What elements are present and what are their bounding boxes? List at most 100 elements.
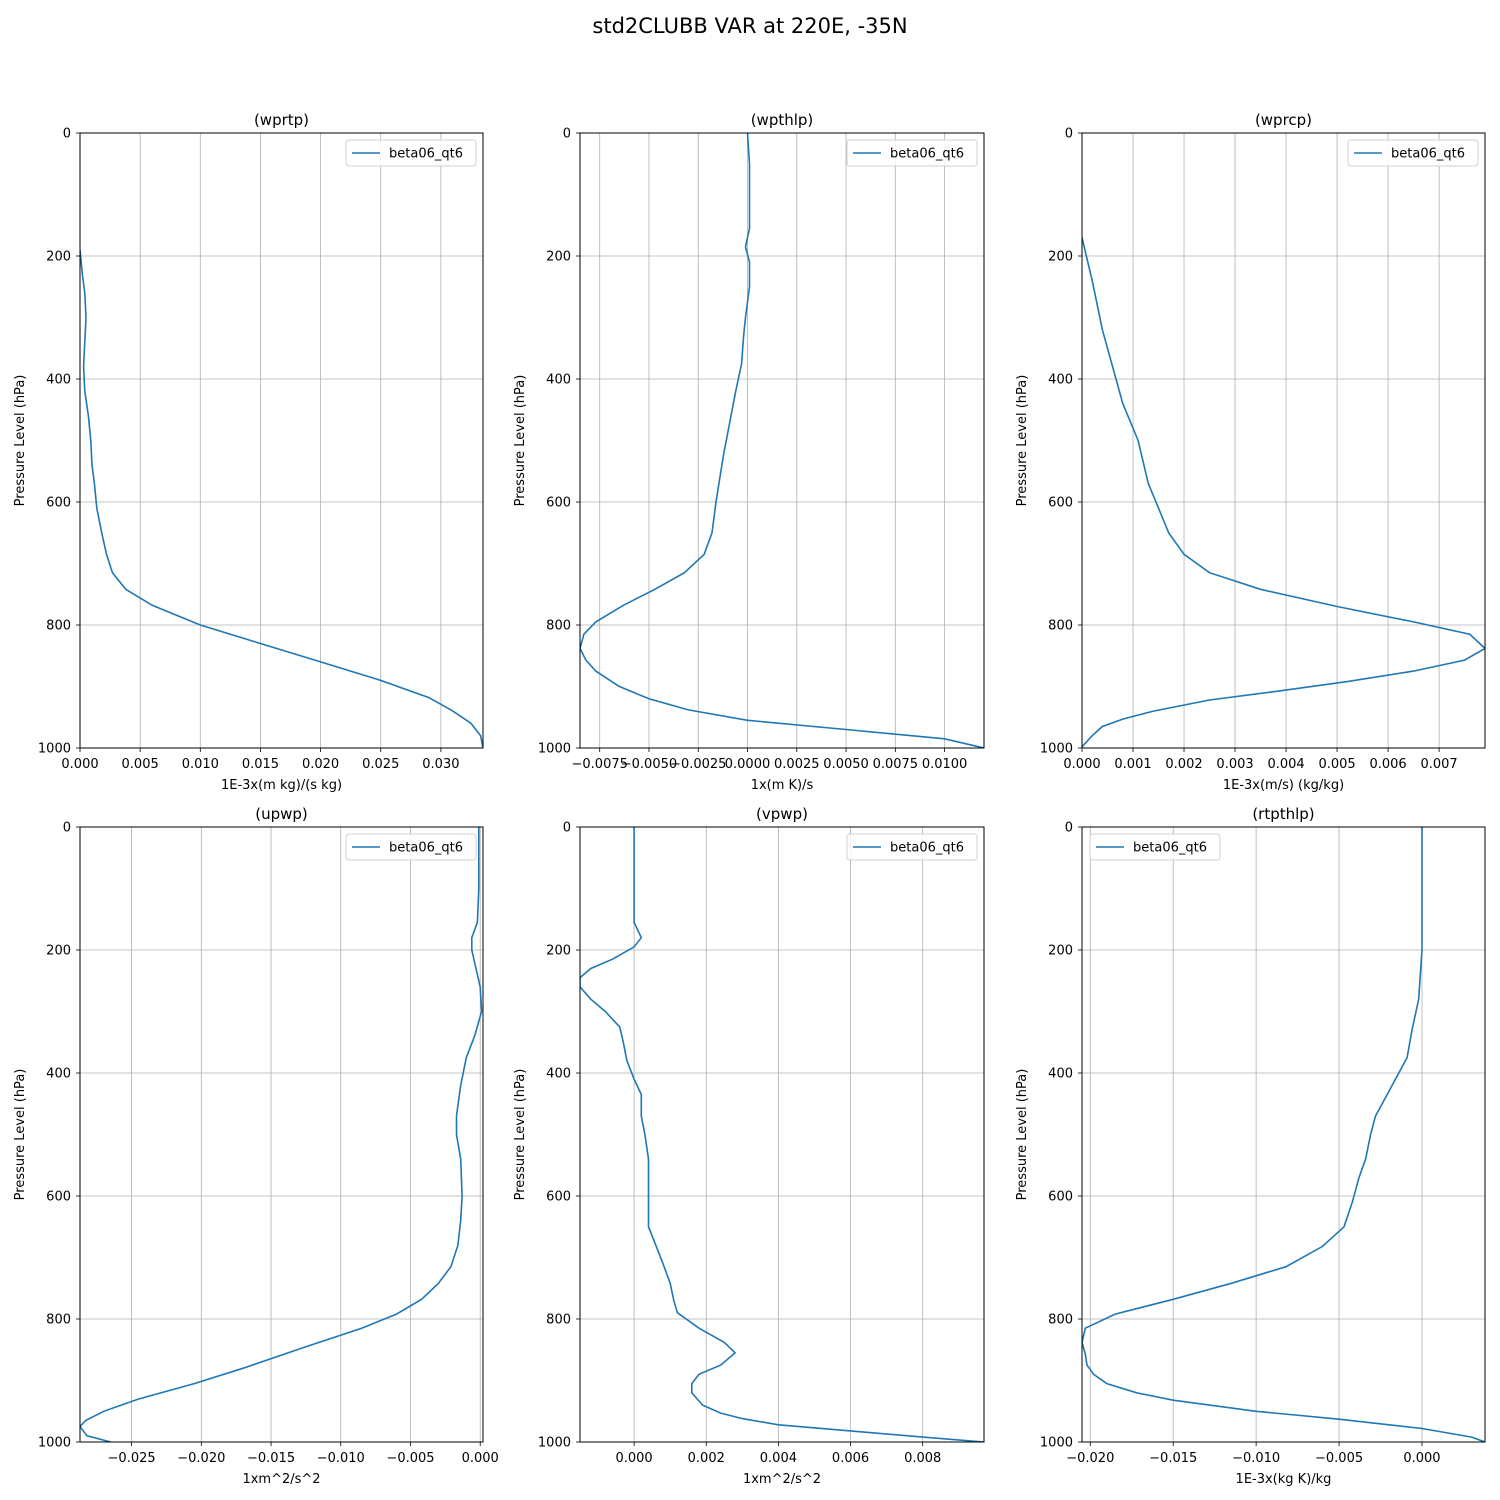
- y-axis-label: Pressure Level (hPa): [13, 1069, 28, 1201]
- subplot-title: (wprtp): [254, 111, 309, 129]
- x-tick-label: 0.010: [182, 757, 219, 772]
- subplot-1: 0.000 0.005 0.010 0.015 0.020 0.025 0.030 0 200 4…: [13, 111, 484, 793]
- x-axis-label: 1E-3x(kg K)/kg: [1236, 1472, 1332, 1487]
- y-tick-label: 800: [546, 1313, 571, 1328]
- y-tick-label: 0: [1065, 127, 1073, 142]
- x-axis-label: 1x(m K)/s: [751, 778, 814, 793]
- x-tick-label: 0.002: [688, 1451, 725, 1466]
- y-tick-label: 600: [546, 1190, 571, 1205]
- legend: beta06_qt6: [345, 139, 477, 167]
- axes-frame: [579, 132, 985, 749]
- series-line-beta06_qt6: [80, 827, 483, 1442]
- y-tick-label: 200: [46, 250, 71, 265]
- legend: beta06_qt6: [846, 833, 978, 861]
- subplot-title: (vpwp): [756, 805, 808, 823]
- x-tick-label: −0.0050: [621, 757, 677, 772]
- x-tick-label: −0.025: [108, 1451, 156, 1466]
- y-tick-label: 400: [546, 373, 571, 388]
- y-tick-label: 400: [1048, 373, 1073, 388]
- y-tick-label: 400: [46, 1067, 71, 1082]
- y-tick-label: 600: [46, 496, 71, 511]
- y-tick-label: 0: [1065, 821, 1073, 836]
- y-tick-label: 1000: [1040, 742, 1073, 757]
- y-tick-label: 0: [563, 821, 571, 836]
- y-axis-label: Pressure Level (hPa): [513, 1069, 528, 1201]
- x-tick-label: 0.004: [760, 1451, 797, 1466]
- legend-label: beta06_qt6: [1133, 841, 1207, 856]
- x-tick-label: 0.000: [1063, 757, 1100, 772]
- legend-label: beta06_qt6: [890, 841, 964, 856]
- x-tick-label: −0.020: [1066, 1451, 1114, 1466]
- legend: beta06_qt6: [846, 139, 978, 167]
- axes-frame: [1081, 826, 1486, 1443]
- y-tick-label: 800: [1048, 1313, 1073, 1328]
- x-tick-label: 0.000: [462, 1451, 499, 1466]
- y-axis-label: Pressure Level (hPa): [13, 375, 28, 507]
- y-tick-label: 0: [63, 127, 71, 142]
- x-tick-label: 0.008: [904, 1451, 941, 1466]
- legend-label: beta06_qt6: [389, 841, 463, 856]
- y-tick-label: 800: [1048, 619, 1073, 634]
- axes-frame: [79, 826, 484, 1443]
- x-tick-label: 0.020: [302, 757, 339, 772]
- y-tick-label: 800: [546, 619, 571, 634]
- subplot-title: (wpthlp): [751, 111, 814, 129]
- x-tick-label: −0.020: [177, 1451, 225, 1466]
- y-tick-label: 200: [546, 944, 571, 959]
- subplot-title: (upwp): [255, 805, 308, 823]
- y-tick-label: 1000: [38, 742, 71, 757]
- legend-label: beta06_qt6: [1391, 147, 1465, 162]
- x-tick-label: −0.010: [317, 1451, 365, 1466]
- x-tick-label: −0.015: [1149, 1451, 1197, 1466]
- x-tick-label: 0.005: [122, 757, 159, 772]
- subplot-title: (rtpthlp): [1252, 805, 1314, 823]
- y-tick-label: 800: [46, 1313, 71, 1328]
- x-tick-label: 0.0100: [922, 757, 968, 772]
- x-tick-label: −0.0075: [572, 757, 628, 772]
- x-axis-label: 1xm^2/s^2: [743, 1472, 821, 1487]
- x-tick-label: 0.0025: [774, 757, 820, 772]
- x-tick-label: 0.030: [422, 757, 459, 772]
- y-tick-label: 600: [1048, 496, 1073, 511]
- legend-box: [345, 139, 477, 167]
- y-tick-label: 1000: [538, 1436, 571, 1451]
- subplot-3: 0.000 0.001 0.002 0.003 0.004 0.005 0.006 0.007…: [1015, 111, 1486, 793]
- x-axis-label: 1xm^2/s^2: [242, 1472, 320, 1487]
- legend: beta06_qt6: [345, 833, 477, 861]
- legend-label: beta06_qt6: [389, 147, 463, 162]
- x-tick-label: 0.000: [1403, 1451, 1440, 1466]
- y-tick-label: 200: [1048, 944, 1073, 959]
- legend-box: [846, 139, 978, 167]
- subplot-4: −0.025 −0.020 −0.015 −0.010 −0.005 0.000 0 200 4…: [13, 805, 499, 1487]
- x-tick-label: 0.007: [1420, 757, 1457, 772]
- x-tick-label: 0.0050: [823, 757, 869, 772]
- subplot-5: 0.000 0.002 0.004 0.006 0.008 0 200 400 600 800 10…: [513, 805, 985, 1487]
- x-axis-label: 1E-3x(m/s) (kg/kg): [1223, 778, 1344, 793]
- y-tick-label: 1000: [1040, 1436, 1073, 1451]
- x-axis-label: 1E-3x(m kg)/(s kg): [221, 778, 342, 793]
- x-tick-label: 0.006: [832, 1451, 869, 1466]
- legend-box: [345, 833, 477, 861]
- x-tick-label: 0.015: [242, 757, 279, 772]
- legend-label: beta06_qt6: [890, 147, 964, 162]
- series-line-beta06_qt6: [1082, 827, 1485, 1442]
- series-line-beta06_qt6: [80, 249, 483, 748]
- x-tick-label: −0.010: [1232, 1451, 1280, 1466]
- y-tick-label: 200: [46, 944, 71, 959]
- y-tick-label: 0: [63, 821, 71, 836]
- subplot-6: −0.020 −0.015 −0.010 −0.005 0.000 0 200 400 600 8…: [1015, 805, 1486, 1487]
- y-axis-label: Pressure Level (hPa): [1015, 375, 1030, 507]
- legend-box: [1089, 833, 1221, 861]
- y-tick-label: 400: [546, 1067, 571, 1082]
- x-tick-label: 0.003: [1216, 757, 1253, 772]
- y-tick-label: 600: [46, 1190, 71, 1205]
- axes-frame: [79, 132, 484, 749]
- legend-box: [1347, 139, 1479, 167]
- series-line-beta06_qt6: [1082, 237, 1485, 748]
- y-tick-label: 1000: [538, 742, 571, 757]
- x-tick-label: 0.001: [1114, 757, 1151, 772]
- x-tick-label: 0.025: [362, 757, 399, 772]
- x-tick-label: −0.015: [247, 1451, 295, 1466]
